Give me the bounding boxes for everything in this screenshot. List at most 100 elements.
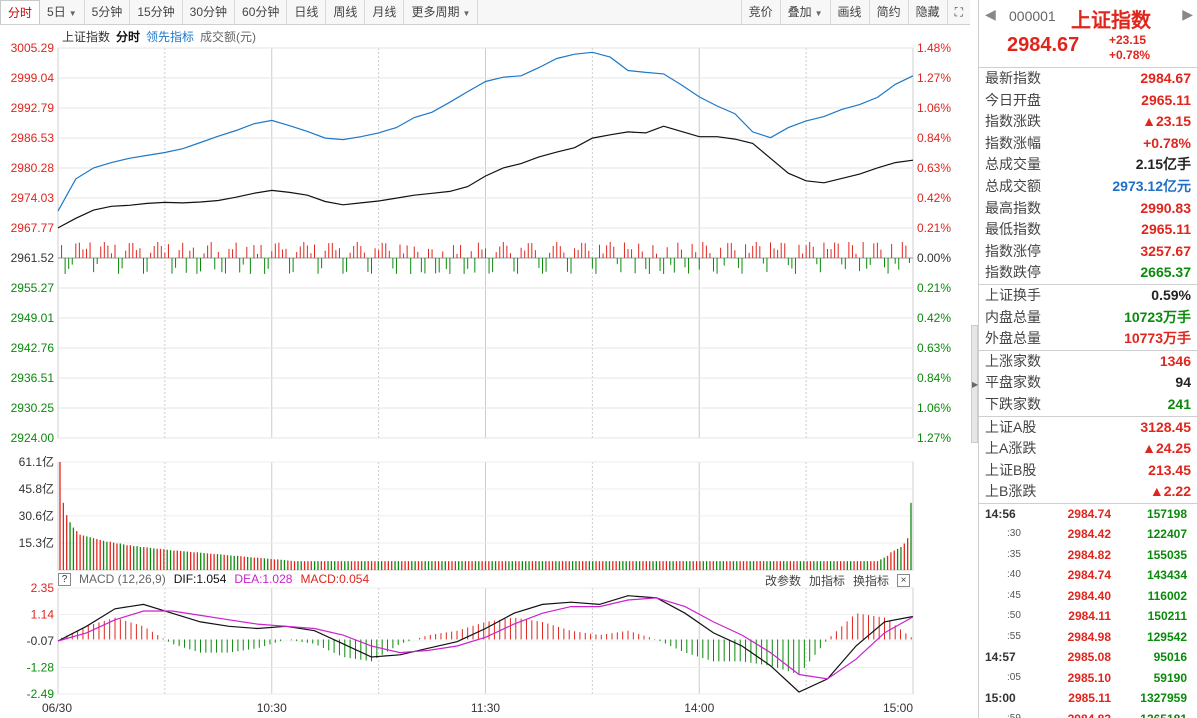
period-tab-label: 分时: [8, 6, 33, 20]
stat-row: 上证换手 0.59%: [979, 285, 1197, 307]
stat-row: 最高指数 2990.83: [979, 198, 1197, 220]
stat-value: 10773万手: [1124, 330, 1191, 347]
close-icon[interactable]: ×: [897, 574, 910, 587]
fullscreen-icon[interactable]: ⛶: [946, 0, 970, 24]
stat-value: 2665.37: [1140, 264, 1191, 281]
period-tab-4[interactable]: 30分钟: [183, 0, 236, 24]
stock-name: 上证指数: [1071, 10, 1151, 32]
period-tab-label: 15分钟: [137, 5, 175, 19]
legend-name: 上证指数: [62, 30, 111, 44]
pct-tick-label: 0.21%: [917, 281, 951, 295]
period-tab-label: 60分钟: [242, 5, 280, 19]
tool-button-4[interactable]: 隐藏: [907, 0, 947, 24]
breadth-stats: 上涨家数 1346 平盘家数 94 下跌家数 241: [979, 351, 1197, 417]
turnover-stats: 上证换手 0.59% 内盘总量 10723万手 外盘总量 10773万手: [979, 285, 1197, 351]
stat-label: 今日开盘: [985, 91, 1041, 108]
pct-tick-label: 0.84%: [917, 371, 951, 385]
period-tabs: 分时 5日 ▼ 5分钟 15分钟 30分钟 60分钟 日线 周线 月线 更多周期 ▼: [0, 0, 479, 24]
period-toolbar: 分时 5日 ▼ 5分钟 15分钟 30分钟 60分钟 日线 周线 月线 更多周期 ▼ 竞价 叠加 ▼ 画线简…: [0, 0, 970, 25]
period-tab-label: 日线: [294, 5, 319, 19]
stat-value: ▲23.15: [1142, 113, 1191, 130]
stat-label: 最新指数: [985, 70, 1041, 86]
pct-tick-label: 1.27%: [917, 431, 951, 445]
collapse-icon[interactable]: ?: [58, 572, 71, 586]
period-tab-0[interactable]: 分时: [0, 0, 41, 24]
tick-volume: 1365181: [1111, 709, 1197, 718]
period-tab-label: 5日: [47, 5, 66, 19]
stat-label: 下跌家数: [985, 395, 1041, 412]
period-tab-6[interactable]: 日线: [287, 0, 327, 24]
period-tab-9[interactable]: 更多周期 ▼: [404, 0, 479, 24]
tick-volume: 116002: [1147, 588, 1187, 603]
pct-tick-label: 1.06%: [917, 101, 951, 115]
add-indicator-button[interactable]: 加指标: [808, 574, 845, 588]
legend-mode[interactable]: 分时: [116, 30, 141, 44]
tool-button-0[interactable]: 竞价: [740, 0, 780, 24]
switch-indicator-button[interactable]: 换指标: [852, 574, 889, 588]
tool-button-2[interactable]: 画线: [829, 0, 869, 24]
change-pct: +0.78%: [1109, 48, 1151, 62]
quote-stats: 最新指数 2984.67 今日开盘 2965.11 指数涨跌 ▲23.15 指数涨幅 +0.7…: [979, 68, 1197, 285]
caret-down-icon: ▼: [68, 9, 77, 18]
period-tab-3[interactable]: 15分钟: [130, 0, 183, 24]
period-tab-label: 更多周期: [411, 5, 460, 19]
stat-value: 1346: [1159, 352, 1191, 369]
stat-value: 2990.83: [1140, 199, 1191, 216]
macd-tick-label: -2.49: [27, 687, 55, 701]
tool-button-label: 叠加: [787, 5, 812, 19]
tick-volume: 1327959: [1140, 691, 1187, 706]
stat-label: 指数涨停: [985, 242, 1041, 259]
stat-value: 2.15亿手: [1135, 156, 1191, 173]
price-tick-label: 2980.28: [11, 161, 55, 175]
legend-lead[interactable]: 领先指标: [146, 30, 195, 44]
caret-down-icon: ▼: [462, 9, 471, 18]
pct-tick-label: 0.63%: [917, 161, 951, 175]
legend-volume: 成交额(元): [200, 30, 257, 44]
stat-value: ▲2.22: [1149, 483, 1191, 500]
macd-tools: 改参数 加指标 换指标 ×: [765, 572, 910, 589]
macd-dif-line: [57, 595, 914, 693]
tool-button-3[interactable]: 简约: [868, 0, 908, 24]
period-tab-8[interactable]: 月线: [365, 0, 405, 24]
tick-time: :30: [1007, 528, 1021, 540]
next-arrow-icon[interactable]: ▶: [1182, 6, 1193, 22]
tick-price: 2984.74: [1067, 506, 1111, 521]
stat-value: 2965.11: [1141, 221, 1191, 238]
tick-row: :40 2984.74 143434: [979, 565, 1197, 586]
tick-volume: 122407: [1146, 527, 1187, 542]
tool-button-1[interactable]: 叠加 ▼: [779, 0, 830, 24]
price-tick-label: 2955.27: [11, 281, 55, 295]
panel-toggle-icon[interactable]: ▶: [971, 325, 978, 443]
stat-value: 0.59%: [1151, 286, 1191, 303]
stat-row: 总成交量 2.15亿手: [979, 154, 1197, 176]
change-params-button[interactable]: 改参数: [764, 574, 801, 588]
pct-tick-label: 0.42%: [917, 311, 951, 325]
stat-row: 平盘家数 94: [979, 372, 1197, 394]
stat-value: 94: [1175, 374, 1191, 391]
period-tab-2[interactable]: 5分钟: [85, 0, 131, 24]
stat-label: 内盘总量: [985, 308, 1041, 325]
period-tab-1[interactable]: 5日 ▼: [40, 0, 85, 24]
stat-row: 最新指数 2984.67: [979, 68, 1197, 90]
stat-value: 2973.12亿元: [1112, 177, 1191, 194]
tick-row: :05 2985.10 59190: [979, 668, 1197, 689]
pct-tick-label: 1.27%: [917, 71, 951, 85]
stat-row: 上A涨跌 ▲24.25: [979, 438, 1197, 460]
period-tab-5[interactable]: 60分钟: [235, 0, 288, 24]
price-tick-label: 2930.25: [11, 401, 55, 415]
stat-label: 上涨家数: [985, 352, 1041, 369]
macd-legend: ? MACD (12,26,9) DIF:1.054 DEA:1.028 MAC…: [58, 572, 369, 586]
stat-label: 上证换手: [985, 286, 1041, 303]
price-tick-label: 2999.04: [11, 71, 55, 85]
stat-label: 总成交量: [985, 156, 1041, 173]
period-tab-label: 5分钟: [91, 5, 123, 19]
macd-value: MACD:0.054: [300, 572, 370, 586]
tick-row: :50 2984.11 150211: [979, 606, 1197, 627]
period-tab-7[interactable]: 周线: [326, 0, 366, 24]
tick-time: 14:57: [985, 650, 1016, 665]
tick-time: :55: [1007, 630, 1021, 642]
tick-volume: 129542: [1146, 629, 1187, 644]
prev-arrow-icon[interactable]: ◀: [985, 6, 996, 22]
tick-row: :30 2984.42 122407: [979, 524, 1197, 545]
tick-row: 14:57 2985.08 95016: [979, 647, 1197, 668]
